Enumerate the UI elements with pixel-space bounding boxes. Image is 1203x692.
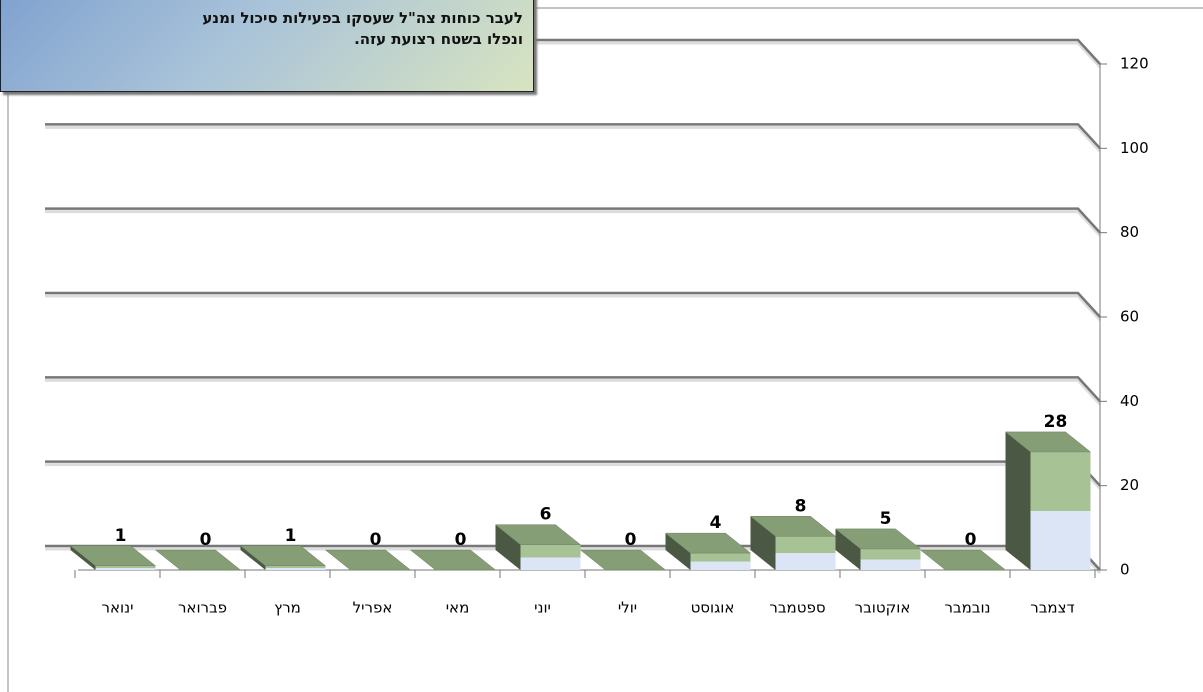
value-label: 4: [710, 513, 722, 533]
x-tick-label: ינואר: [102, 599, 134, 617]
bar-side: [835, 528, 861, 570]
grid-line-shadow: [45, 294, 1102, 322]
bar-top: [239, 545, 327, 567]
x-tick-label: יולי: [618, 599, 637, 617]
value-label: 5: [880, 509, 892, 529]
bar: [579, 549, 667, 571]
bar-top: [494, 524, 582, 545]
x-tick-label: מאי: [446, 599, 470, 617]
x-tick-label: ספטמבר: [769, 599, 825, 617]
bar-top: [749, 516, 837, 537]
bar-top: [1004, 431, 1092, 453]
bar: [69, 545, 157, 570]
bar-front: [265, 565, 326, 570]
value-label: 1: [285, 526, 297, 546]
bar-top: [664, 532, 752, 554]
value-label: 8: [795, 496, 807, 516]
grid-line: [45, 291, 1101, 318]
grid-line-shadow: [45, 125, 1102, 153]
grid-line-shadow: [45, 463, 1102, 490]
bar: [324, 549, 412, 571]
bar-top: [834, 528, 922, 550]
bar-top: [154, 549, 242, 571]
bar: [664, 532, 752, 570]
bar: [1004, 431, 1092, 570]
x-tick-label: אוקטובר: [855, 599, 911, 617]
bar-front: [1030, 451, 1091, 570]
bar-front: [690, 553, 751, 570]
x-tick-label: פברואר: [178, 599, 227, 617]
x-tick-label: נובמבר: [944, 599, 990, 617]
x-tick-label: דצמבר: [1030, 599, 1074, 617]
bar-top: [579, 549, 667, 571]
y-tick-label: 120: [1120, 55, 1149, 73]
bar-side: [665, 533, 691, 570]
bar-side: [240, 545, 266, 570]
x-tick-label: אוגוסט: [691, 599, 735, 617]
bar: [239, 545, 327, 570]
annotation-box: לעבר כוחות צה"ל שעסקו בפעילות סיכול ומנע…: [0, 0, 534, 92]
annotation-line: [1, 0, 523, 8]
grid-line: [45, 207, 1101, 234]
x-tick-label: יוני: [534, 599, 551, 617]
bar-top: [69, 545, 157, 567]
value-label: 0: [965, 530, 977, 550]
bar-front: [520, 544, 581, 570]
value-label: 0: [625, 530, 637, 550]
y-tick-label: 20: [1120, 476, 1139, 494]
grid-line-shadow: [45, 378, 1102, 406]
bar-side: [1005, 431, 1031, 570]
bar: [494, 524, 582, 570]
x-tick-label: אפריל: [353, 599, 393, 617]
y-tick-label: 80: [1120, 223, 1139, 241]
value-label: 0: [200, 530, 212, 550]
y-tick-label: 40: [1120, 392, 1139, 410]
bar-front: [775, 536, 836, 570]
grid-line-shadow: [45, 210, 1102, 237]
bar-side: [750, 516, 776, 570]
y-tick-label: 0: [1120, 561, 1130, 579]
bar: [749, 516, 837, 570]
bar: [834, 528, 922, 570]
value-label: 1: [115, 526, 127, 546]
value-label: 28: [1044, 412, 1068, 432]
x-tick-label: מרץ: [274, 599, 301, 617]
bar-front: [860, 548, 921, 570]
bar: [919, 549, 1007, 571]
bar: [154, 549, 242, 571]
bar-side: [70, 545, 96, 570]
value-label: 0: [455, 530, 467, 550]
annotation-line: לעבר כוחות צה"ל שעסקו בפעילות סיכול ומנע: [202, 9, 523, 27]
bar-top: [409, 549, 497, 571]
y-tick-label: 60: [1120, 308, 1139, 326]
annotation-line: ונפלו בשטח רצועת עזה.: [354, 30, 523, 48]
value-label: 6: [540, 505, 552, 525]
grid-line: [45, 376, 1101, 403]
bar-top: [919, 549, 1007, 571]
bar: [409, 549, 497, 571]
value-label: 0: [370, 530, 382, 550]
grid-line: [45, 123, 1101, 150]
bar-side: [495, 524, 521, 570]
bar-front: [95, 565, 156, 570]
y-tick-label: 100: [1120, 139, 1149, 157]
bar-top: [324, 549, 412, 571]
